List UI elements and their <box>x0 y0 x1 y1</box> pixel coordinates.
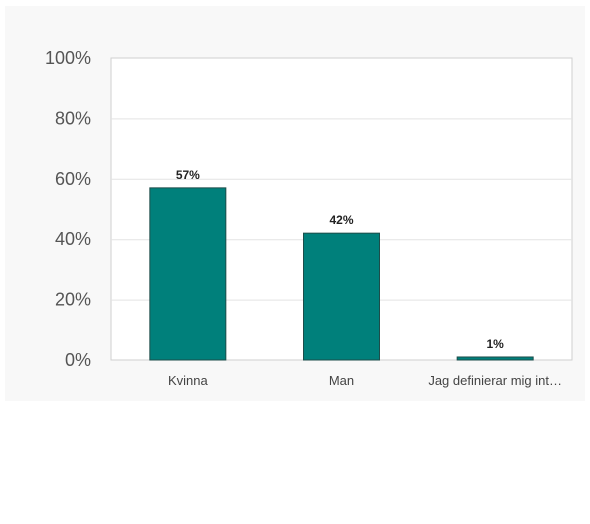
x-category-label: Man <box>329 373 354 388</box>
data-label: 42% <box>329 213 353 227</box>
y-tick-label: 0% <box>65 350 91 370</box>
bar-chart: 0% 20% 40% 60% 80% 100% 57% Kvinna 42% Man 1% Jag d… <box>45 48 573 388</box>
y-tick-label: 100% <box>45 48 91 68</box>
y-tick-label: 60% <box>55 169 91 189</box>
bar <box>456 356 534 361</box>
y-tick-label: 40% <box>55 229 91 249</box>
data-label: 1% <box>486 337 504 351</box>
y-tick-label: 80% <box>55 108 91 128</box>
x-category-label: Kvinna <box>168 373 209 388</box>
y-tick-label: 20% <box>55 290 91 310</box>
x-category-label: Jag definierar mig int… <box>428 373 562 388</box>
bar <box>303 232 380 361</box>
data-label: 57% <box>176 168 200 182</box>
chart-panel: 0% 20% 40% 60% 80% 100% 57% Kvinna 42% Man 1% Jag d… <box>5 6 585 401</box>
bar <box>149 187 227 361</box>
